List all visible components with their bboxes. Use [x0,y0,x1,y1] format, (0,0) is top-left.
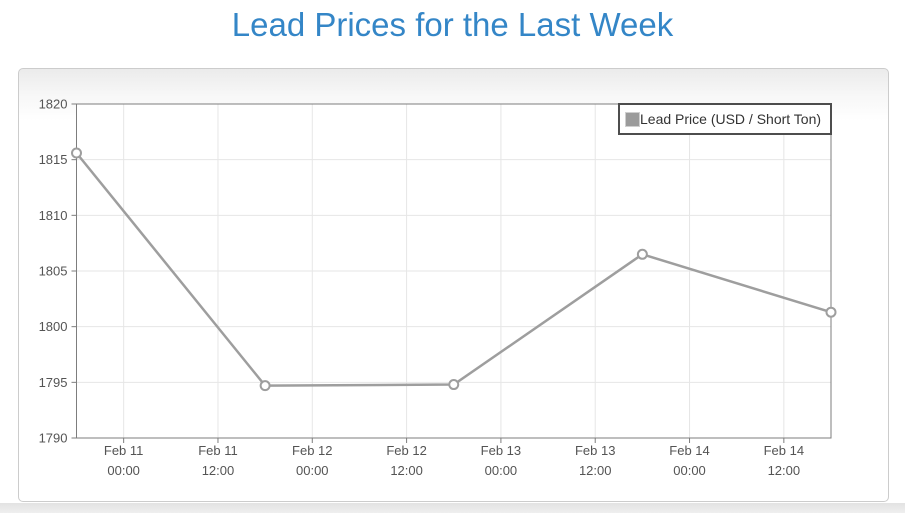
x-tick-label: Feb 13 12:00 [575,443,615,478]
y-tick-label: 1815 [39,152,68,167]
x-tick-label: Feb 13 00:00 [481,443,521,478]
data-point-marker[interactable] [259,380,271,392]
y-tick-label: 1790 [39,431,68,446]
page-title: Lead Prices for the Last Week [231,6,674,43]
x-tick-label: Feb 12 12:00 [386,443,426,478]
footer-strip [0,503,905,513]
x-tick-label: Feb 11 00:00 [104,443,144,478]
y-tick-label: 1800 [39,319,68,334]
x-tick-label: Feb 14 00:00 [669,443,709,478]
y-tick-label: 1820 [39,97,68,112]
y-tick-label: 1805 [39,264,68,279]
y-tick-label: 1795 [39,375,68,390]
x-tick-label: Feb 12 00:00 [292,443,332,478]
data-point-marker[interactable] [448,379,460,391]
data-point-marker[interactable] [636,248,648,260]
legend-swatch-icon [625,111,640,127]
legend-label: Lead Price (USD / Short Ton) [640,111,822,127]
data-point-marker[interactable] [825,306,837,318]
x-tick-label: Feb 11 12:00 [198,443,238,478]
price-line-chart[interactable]: Feb 11 00:00 Feb 11 12:00 Feb 12 00:00 Feb 12 1… [19,69,888,501]
x-tick-label: Feb 14 12:00 [764,443,804,478]
y-tick-label: 1810 [39,208,68,223]
legend[interactable]: Lead Price (USD / Short Ton) [618,103,832,135]
plot-border [76,103,832,439]
data-point-marker[interactable] [71,147,82,159]
chart-panel: Feb 11 00:00 Feb 11 12:00 Feb 12 00:00 Feb 12 1… [18,68,889,502]
